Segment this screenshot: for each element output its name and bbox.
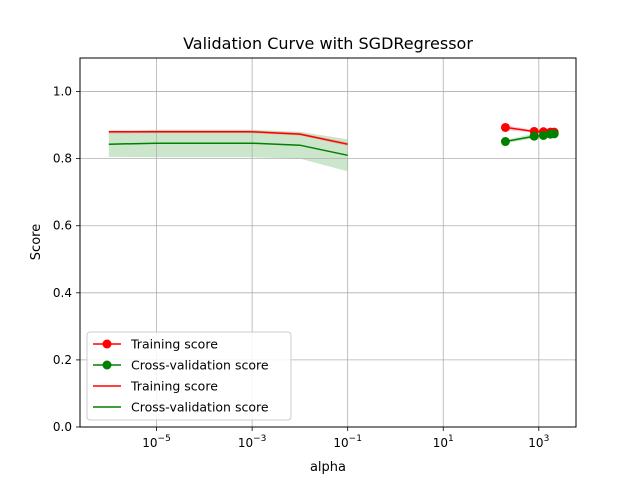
series-line-3 [108,142,348,157]
legend-entry-label: Training score [130,337,218,352]
data-point [529,131,539,141]
y-tick-label: 0.6 [53,219,72,233]
legend-marker [102,360,112,370]
x-tick-label: 10−3 [238,434,267,450]
data-point [500,122,510,132]
x-tick-label: 103 [528,434,549,450]
y-tick-label: 0.8 [53,152,72,166]
y-tick-label: 0.2 [53,353,72,367]
y-tick-label: 0.4 [53,286,72,300]
legend-entry-label: Cross-validation score [131,358,269,373]
x-tick-label: 101 [433,434,454,450]
legend-marker [102,339,112,349]
y-axis-label: Score [29,224,44,260]
legend-box [86,331,292,421]
band-series-3 [108,129,348,172]
x-tick-label: 10−1 [333,434,362,450]
y-tick-label: 1.0 [53,85,72,99]
legend-entry-label: Cross-validation score [131,400,269,415]
legend: Training score Cross-validation score Trai… [86,331,292,421]
legend-entry-label: Training score [130,379,218,394]
series-line-2 [108,131,348,145]
data-point [500,137,510,147]
chart-title: Validation Curve with SGDRegressor [183,34,473,53]
x-axis-label: alpha [310,460,346,475]
band-series-2 [108,130,348,146]
x-tick-label: 10−5 [142,434,171,450]
y-tick-label: 0.0 [53,420,72,434]
data-point [549,129,559,139]
plot-frame [79,57,577,428]
data-point [538,130,548,140]
